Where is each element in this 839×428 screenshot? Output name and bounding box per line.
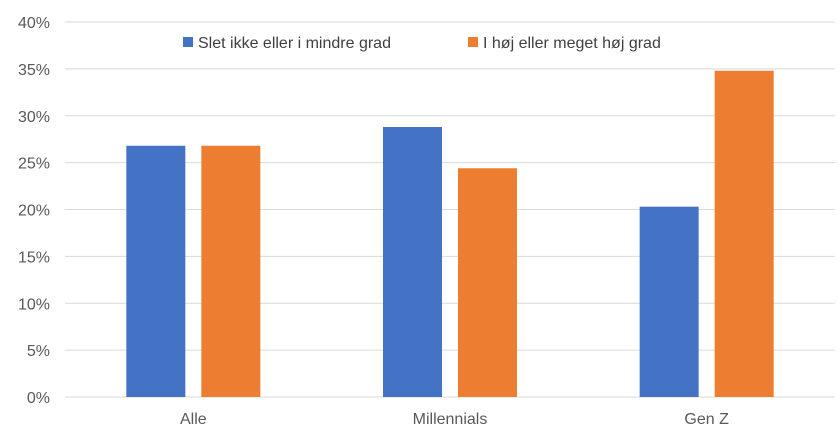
y-tick-label: 10%: [18, 296, 50, 313]
y-tick-label: 0%: [27, 390, 50, 407]
y-tick-label: 25%: [18, 156, 50, 173]
x-axis-tick-labels: Alle Millennials Gen Z: [180, 411, 729, 428]
y-tick-label: 15%: [18, 249, 50, 266]
bar-series-0-cat-1: [383, 127, 442, 397]
y-tick-label: 5%: [27, 343, 50, 360]
y-tick-label: 40%: [18, 15, 50, 32]
y-tick-label: 20%: [18, 203, 50, 220]
gridlines: [65, 21, 835, 398]
x-tick-label: Gen Z: [684, 411, 729, 428]
y-axis-tick-labels: 0% 5% 10% 15% 20% 25% 30% 35% 40%: [18, 15, 50, 407]
bar-series-1-cat-1: [458, 168, 517, 397]
legend-label-0: Slet ikke eller i mindre grad: [198, 35, 391, 52]
bar-series-1-cat-2: [714, 70, 774, 397]
x-tick-label: Millennials: [413, 411, 488, 428]
bar-series-0-cat-0: [126, 145, 186, 397]
legend-label-1: I høj eller meget høj grad: [483, 35, 661, 52]
legend-swatch-1: [468, 37, 478, 47]
legend: Slet ikke eller i mindre grad I høj elle…: [183, 35, 661, 52]
bar-series-1-cat-0: [201, 145, 261, 397]
bar-series-0-cat-2: [639, 206, 699, 397]
y-tick-label: 35%: [18, 62, 50, 79]
y-tick-label: 30%: [18, 109, 50, 126]
legend-swatch-0: [183, 37, 193, 47]
bars: [126, 70, 774, 397]
x-tick-label: Alle: [180, 411, 207, 428]
